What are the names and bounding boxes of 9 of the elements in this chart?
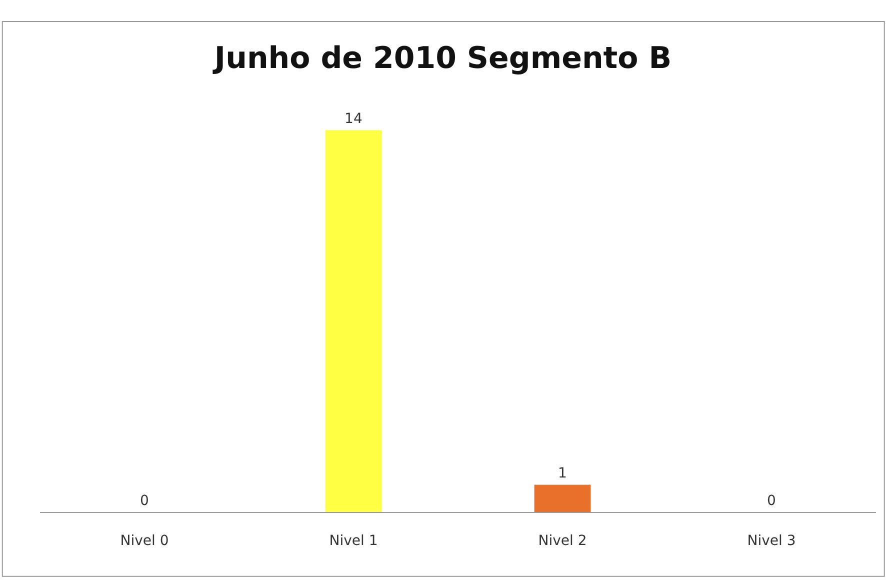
data-label: 0	[140, 493, 149, 509]
data-label: 0	[767, 493, 776, 509]
data-label: 1	[558, 466, 567, 482]
x-tick-label: Nivel 0	[120, 532, 169, 549]
chart-title: Junho de 2010 Segmento B	[212, 40, 672, 76]
data-label: 14	[344, 111, 362, 128]
x-tick-label: Nivel 1	[329, 532, 378, 549]
x-tick-label: Nivel 2	[538, 532, 587, 549]
x-tick-label: Nivel 3	[747, 532, 796, 549]
